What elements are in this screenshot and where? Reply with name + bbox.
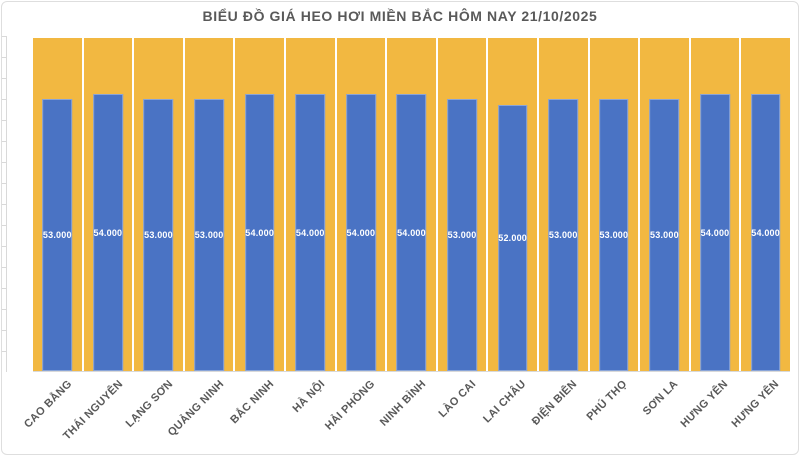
- x-axis-label: HÀ NỘI: [290, 378, 328, 415]
- background-column: 54.000: [387, 38, 436, 371]
- bar-value-label: 54.000: [295, 227, 325, 238]
- x-axis-label: LAI CHÂU: [481, 378, 529, 426]
- value-bar: 53.000: [599, 99, 629, 371]
- background-column: 54.000: [235, 38, 284, 371]
- bar-value-label: 54.000: [700, 227, 730, 238]
- chart-title: BIỂU ĐỒ GIÁ HEO HƠI MIỀN BẮC HÔM NAY 21/…: [202, 8, 598, 24]
- x-axis-label: SƠN LA: [640, 378, 681, 418]
- x-axis-label: HƯNG YÊN: [678, 378, 731, 430]
- background-column: 53.000: [640, 38, 689, 371]
- x-axis-label: CAO BẰNG: [22, 378, 75, 431]
- plot-area: 53.000 54.000 53.000 53.000 54.000 54.000 54.0…: [33, 38, 790, 372]
- bar-value-label: 54.000: [751, 227, 780, 238]
- value-bar: 54.000: [93, 94, 123, 371]
- bar-value-label: 54.000: [245, 227, 275, 238]
- y-axis-ticks: [2, 36, 7, 372]
- value-bar: 53.000: [649, 99, 680, 371]
- x-axis-label: ĐIỆN BIÊN: [529, 378, 580, 428]
- background-column: 54.000: [336, 38, 386, 371]
- bar-value-label: 54.000: [93, 227, 123, 238]
- background-column: 53.000: [589, 38, 639, 371]
- background-column: 53.000: [33, 38, 82, 371]
- value-bar: 53.000: [447, 99, 477, 371]
- background-column: 54.000: [285, 38, 335, 371]
- background-column: 53.000: [437, 38, 487, 371]
- bar-value-label: 52.000: [498, 232, 528, 243]
- x-axis-label: PHÚ THỌ: [584, 378, 630, 423]
- bar-value-label: 53.000: [194, 230, 224, 241]
- background-column: 54.000: [83, 38, 133, 371]
- value-bar: 53.000: [143, 99, 174, 371]
- background-column: 53.000: [134, 38, 183, 371]
- background-column: 53.000: [538, 38, 588, 371]
- value-bar: 54.000: [295, 94, 326, 371]
- x-axis-label: HƯNG YÊN: [729, 378, 782, 430]
- x-axis-labels: CAO BẰNG THÁI NGUYÊN LẠNG SƠN QUẢNG NINH BẮC…: [22, 373, 790, 456]
- x-axis-label: LẠNG SƠN: [123, 378, 176, 430]
- background-column: 52.000: [488, 38, 537, 371]
- bar-value-label: 53.000: [144, 230, 173, 241]
- value-bar: 54.000: [700, 94, 730, 371]
- value-bar: 53.000: [42, 99, 73, 371]
- value-bar: 53.000: [548, 99, 579, 371]
- x-axis-label: LÀO CAI: [436, 378, 479, 420]
- bar-value-label: 54.000: [397, 227, 426, 238]
- value-bar: 54.000: [244, 94, 275, 371]
- background-column: 54.000: [741, 38, 790, 371]
- x-axis-label: NINH BÌNH: [377, 378, 428, 429]
- value-bar: 52.000: [497, 104, 528, 371]
- value-bar: 53.000: [194, 99, 224, 371]
- bar-value-label: 54.000: [346, 227, 376, 238]
- background-column: 53.000: [184, 38, 234, 371]
- value-bar: 54.000: [346, 94, 376, 371]
- value-bar: 54.000: [750, 94, 781, 371]
- bar-value-label: 53.000: [447, 230, 477, 241]
- bar-value-label: 53.000: [650, 230, 679, 241]
- background-column: 54.000: [690, 38, 740, 371]
- x-axis-label: HẢI PHÒNG: [323, 378, 378, 433]
- value-bar: 54.000: [396, 94, 427, 371]
- bar-value-label: 53.000: [599, 230, 629, 241]
- bar-value-label: 53.000: [42, 230, 72, 241]
- x-axis-label: BẮC NINH: [228, 378, 277, 427]
- bar-value-label: 53.000: [548, 230, 578, 241]
